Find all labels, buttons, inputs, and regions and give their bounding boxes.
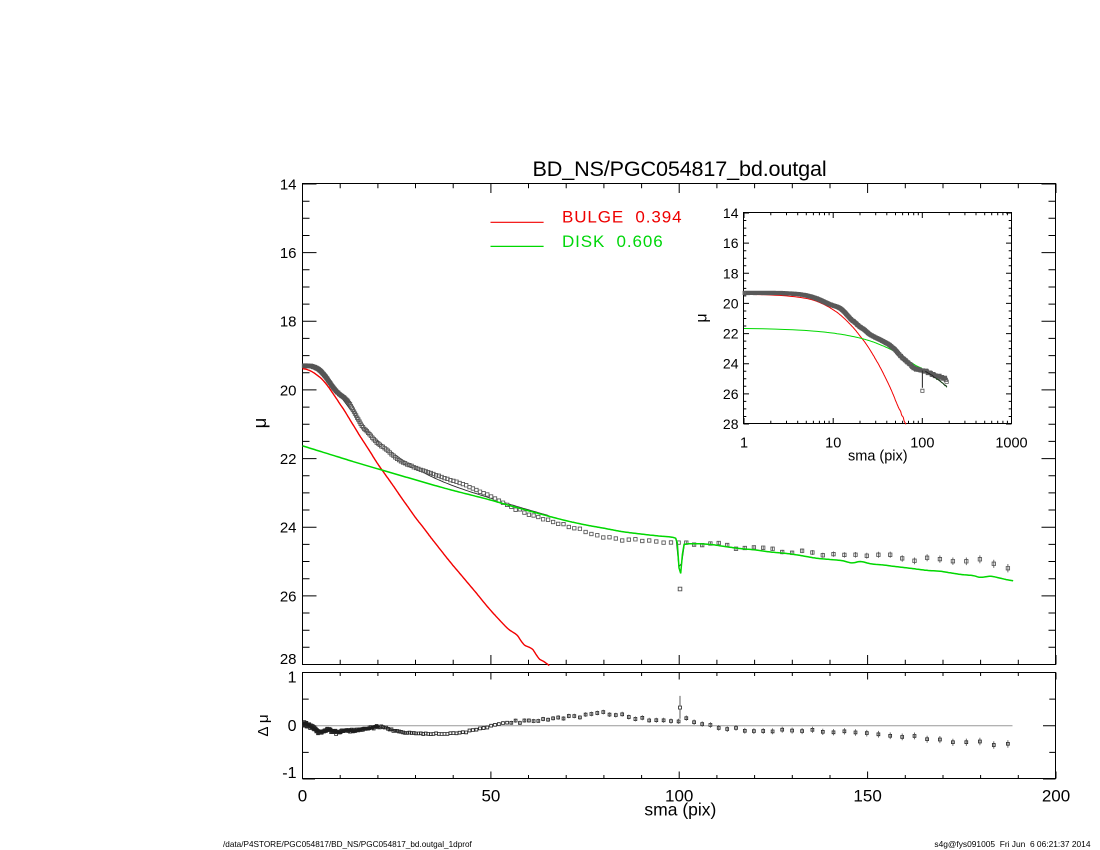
svg-text:1: 1 xyxy=(288,669,297,686)
svg-text:0: 0 xyxy=(288,718,297,735)
svg-text:20: 20 xyxy=(723,295,739,311)
svg-text:14: 14 xyxy=(280,176,297,193)
svg-text:1: 1 xyxy=(740,435,748,451)
svg-text:20: 20 xyxy=(280,382,297,399)
svg-text:22: 22 xyxy=(280,451,297,468)
svg-text:10: 10 xyxy=(825,435,841,451)
svg-text:0: 0 xyxy=(298,786,307,805)
svg-text:22: 22 xyxy=(723,326,739,342)
svg-text:Δ μ: Δ μ xyxy=(255,714,272,736)
svg-text:sma (pix): sma (pix) xyxy=(644,799,716,819)
svg-text:26: 26 xyxy=(723,386,739,402)
svg-text:s4g@fys091005 Fri Jun 6 06:2: s4g@fys091005 Fri Jun 6 06:21:37 2014 xyxy=(934,839,1090,849)
svg-text:/data/P4STORE/PGC054817/BD_NS/: /data/P4STORE/PGC054817/BD_NS/PGC054817_… xyxy=(223,840,473,849)
svg-text:26: 26 xyxy=(280,588,297,605)
svg-text:100: 100 xyxy=(910,435,934,451)
svg-text:28: 28 xyxy=(280,651,297,668)
svg-text:1000: 1000 xyxy=(995,435,1027,451)
svg-text:200: 200 xyxy=(1042,786,1070,805)
svg-text:BULGE 0.394: BULGE 0.394 xyxy=(562,208,682,227)
svg-text:BD_NS/PGC054817_bd.outgal: BD_NS/PGC054817_bd.outgal xyxy=(533,156,827,181)
svg-text:14: 14 xyxy=(723,205,739,221)
svg-text:-1: -1 xyxy=(282,765,296,782)
svg-text:μ: μ xyxy=(694,313,711,322)
svg-text:50: 50 xyxy=(481,786,500,805)
svg-text:μ: μ xyxy=(249,418,270,429)
svg-text:sma (pix): sma (pix) xyxy=(848,449,908,465)
svg-text:DISK 0.606: DISK 0.606 xyxy=(562,232,664,251)
svg-text:28: 28 xyxy=(723,416,739,432)
svg-text:24: 24 xyxy=(723,356,739,372)
svg-text:150: 150 xyxy=(853,786,881,805)
svg-text:18: 18 xyxy=(280,314,297,331)
svg-text:16: 16 xyxy=(280,245,297,262)
svg-text:24: 24 xyxy=(280,520,297,537)
svg-text:16: 16 xyxy=(723,235,739,251)
svg-text:18: 18 xyxy=(723,265,739,281)
svg-text:100: 100 xyxy=(665,786,693,805)
